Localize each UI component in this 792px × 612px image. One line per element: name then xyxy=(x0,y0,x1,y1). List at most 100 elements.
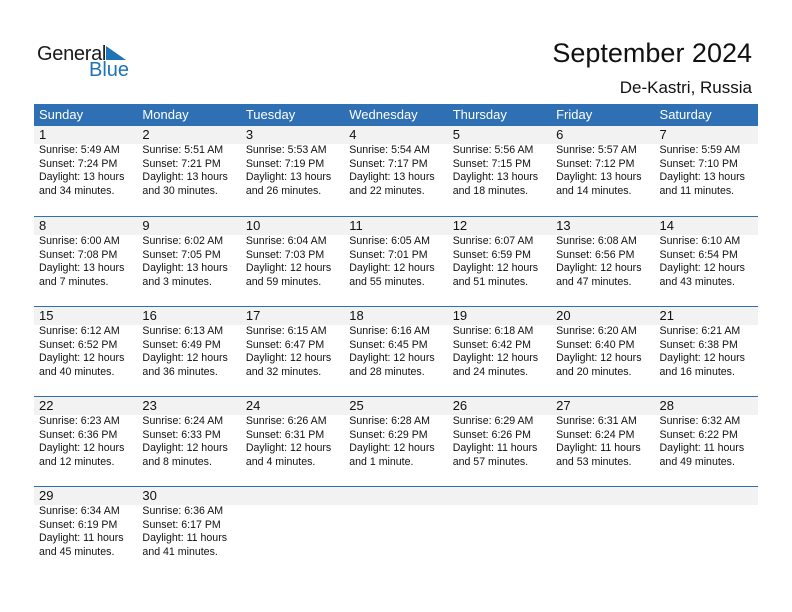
daylight-text: and 7 minutes. xyxy=(39,275,109,288)
sunset-text: Sunset: 6:33 PM xyxy=(142,428,221,441)
day-number xyxy=(551,487,654,505)
daylight-text: Daylight: 11 hours xyxy=(659,442,745,454)
daylight-text: Daylight: 12 hours xyxy=(349,352,435,364)
day-number-band: 22 23 24 25 26 27 28 xyxy=(34,397,758,415)
day-number xyxy=(241,487,344,505)
sunrise-text: Sunrise: 6:24 AM xyxy=(142,415,224,427)
weekday-monday: Monday xyxy=(142,107,189,122)
daylight-text: Daylight: 12 hours xyxy=(659,352,745,364)
daylight-text: and 59 minutes. xyxy=(245,275,322,288)
sunset-text: Sunset: 6:17 PM xyxy=(142,518,221,531)
sunrise-text: Sunrise: 6:08 AM xyxy=(556,235,637,247)
weekday-saturday: Saturday xyxy=(659,107,712,122)
sunset-text: Sunset: 7:01 PM xyxy=(349,248,428,261)
day-cell xyxy=(551,505,654,559)
logo: General Blue xyxy=(37,43,129,81)
daylight-text: Daylight: 11 hours xyxy=(39,532,124,544)
daylight-text: and 55 minutes. xyxy=(349,275,425,288)
calendar: Sunday Monday Tuesday Wednesday Thursday… xyxy=(34,104,758,576)
sunset-text: Sunset: 6:59 PM xyxy=(452,248,532,261)
day-number: 19 xyxy=(452,308,468,323)
sunset-text: Sunset: 7:08 PM xyxy=(39,248,118,261)
day-number: 11 xyxy=(349,218,363,233)
weekday-wednesday: Wednesday xyxy=(349,107,418,122)
sunrise-text: Sunrise: 6:26 AM xyxy=(245,415,327,427)
daylight-text: Daylight: 13 hours xyxy=(142,171,228,183)
day-cell: Sunrise: 5:57 AM Sunset: 7:12 PM Daylight:… xyxy=(551,144,654,198)
day-number: 5 xyxy=(452,127,460,142)
daylight-text: Daylight: 13 hours xyxy=(245,171,332,183)
day-cell: Sunrise: 6:04 AM Sunset: 7:03 PM Daylight:… xyxy=(241,235,344,289)
daylight-text: Daylight: 12 hours xyxy=(349,442,435,454)
day-number: 18 xyxy=(349,308,364,323)
day-cell: Sunrise: 6:05 AM Sunset: 7:01 PM Daylight:… xyxy=(344,235,447,289)
daylight-text: Daylight: 12 hours xyxy=(142,352,228,364)
sunset-text: Sunset: 6:49 PM xyxy=(142,338,221,351)
sunrise-text: Sunrise: 5:57 AM xyxy=(556,144,637,156)
sunrise-text: Sunrise: 6:07 AM xyxy=(452,235,534,247)
day-number: 16 xyxy=(142,308,157,323)
day-cell: Sunrise: 6:08 AM Sunset: 6:56 PM Daylight:… xyxy=(551,235,654,289)
daylight-text: Daylight: 13 hours xyxy=(142,262,228,274)
sunrise-text: Sunrise: 6:31 AM xyxy=(556,415,637,427)
day-cell: Sunrise: 5:49 AM Sunset: 7:24 PM Daylight:… xyxy=(34,144,137,198)
daylight-text: Daylight: 12 hours xyxy=(452,262,539,274)
sunrise-text: Sunrise: 6:29 AM xyxy=(452,415,534,427)
sunset-text: Sunset: 7:12 PM xyxy=(556,157,635,170)
sunrise-text: Sunrise: 6:12 AM xyxy=(39,325,120,337)
daylight-text: and 3 minutes. xyxy=(142,275,212,288)
sunrise-text: Sunrise: 6:16 AM xyxy=(349,325,430,337)
sunrise-text: Sunrise: 6:36 AM xyxy=(142,505,224,517)
page-title: September 2024 xyxy=(552,38,752,68)
daylight-text: Daylight: 12 hours xyxy=(142,442,228,454)
day-number: 14 xyxy=(659,218,674,233)
daylight-text: Daylight: 11 hours xyxy=(452,442,538,454)
day-cell: Sunrise: 5:56 AM Sunset: 7:15 PM Daylight:… xyxy=(448,144,551,198)
daylight-text: and 57 minutes. xyxy=(452,455,529,468)
daylight-text: Daylight: 12 hours xyxy=(245,352,332,364)
day-cell: Sunrise: 6:13 AM Sunset: 6:49 PM Daylight:… xyxy=(137,325,240,379)
day-cell: Sunrise: 6:26 AM Sunset: 6:31 PM Daylight:… xyxy=(241,415,344,469)
day-number: 9 xyxy=(142,218,150,233)
sunrise-text: Sunrise: 6:05 AM xyxy=(349,235,430,247)
daylight-text: Daylight: 11 hours xyxy=(142,532,228,544)
sunset-text: Sunset: 6:36 PM xyxy=(39,428,118,441)
sunrise-text: Sunrise: 6:28 AM xyxy=(349,415,430,427)
day-number-band: 15 16 17 18 19 20 21 xyxy=(34,307,758,325)
daylight-text: and 16 minutes. xyxy=(659,365,735,378)
day-number: 22 xyxy=(39,398,54,413)
day-cell xyxy=(241,505,344,559)
daylight-text: Daylight: 12 hours xyxy=(556,352,642,364)
sunrise-text: Sunrise: 6:20 AM xyxy=(556,325,637,337)
daylight-text: and 34 minutes. xyxy=(39,184,115,197)
daylight-text: and 18 minutes. xyxy=(452,184,529,197)
sunrise-text: Sunrise: 6:34 AM xyxy=(39,505,120,517)
day-cell: Sunrise: 5:53 AM Sunset: 7:19 PM Daylight:… xyxy=(241,144,344,198)
daylight-text: Daylight: 13 hours xyxy=(452,171,539,183)
day-number: 20 xyxy=(556,308,571,323)
sunset-text: Sunset: 6:31 PM xyxy=(245,428,325,441)
logo-text-general: General xyxy=(37,43,107,65)
daylight-text: and 4 minutes. xyxy=(245,455,316,468)
sunrise-text: Sunrise: 5:54 AM xyxy=(349,144,430,156)
day-number: 29 xyxy=(39,488,54,503)
sunset-text: Sunset: 6:56 PM xyxy=(556,248,635,261)
week-row: 29 30 Sunrise: 6:34 AM Sunset: 6:19 PM Dayli… xyxy=(34,486,758,576)
day-cell: Sunrise: 6:10 AM Sunset: 6:54 PM Daylight:… xyxy=(655,235,758,289)
sunrise-text: Sunrise: 5:56 AM xyxy=(452,144,534,156)
sunrise-text: Sunrise: 6:02 AM xyxy=(142,235,224,247)
daylight-text: and 40 minutes. xyxy=(39,365,115,378)
day-number: 6 xyxy=(556,127,564,142)
day-number-band: 8 9 10 11 12 13 14 xyxy=(34,217,758,235)
day-number: 10 xyxy=(245,218,261,233)
sunset-text: Sunset: 7:21 PM xyxy=(142,157,221,170)
day-number: 21 xyxy=(659,308,674,323)
day-cell: Sunrise: 6:07 AM Sunset: 6:59 PM Daylight:… xyxy=(448,235,551,289)
location: De-Kastri, Russia xyxy=(619,78,752,97)
daylight-text: Daylight: 12 hours xyxy=(39,442,125,454)
weekday-header: Sunday Monday Tuesday Wednesday Thursday… xyxy=(34,104,758,126)
day-cell: Sunrise: 6:23 AM Sunset: 6:36 PM Daylight:… xyxy=(34,415,137,469)
daylight-text: Daylight: 13 hours xyxy=(556,171,642,183)
sunset-text: Sunset: 6:45 PM xyxy=(349,338,428,351)
sunset-text: Sunset: 6:52 PM xyxy=(39,338,118,351)
